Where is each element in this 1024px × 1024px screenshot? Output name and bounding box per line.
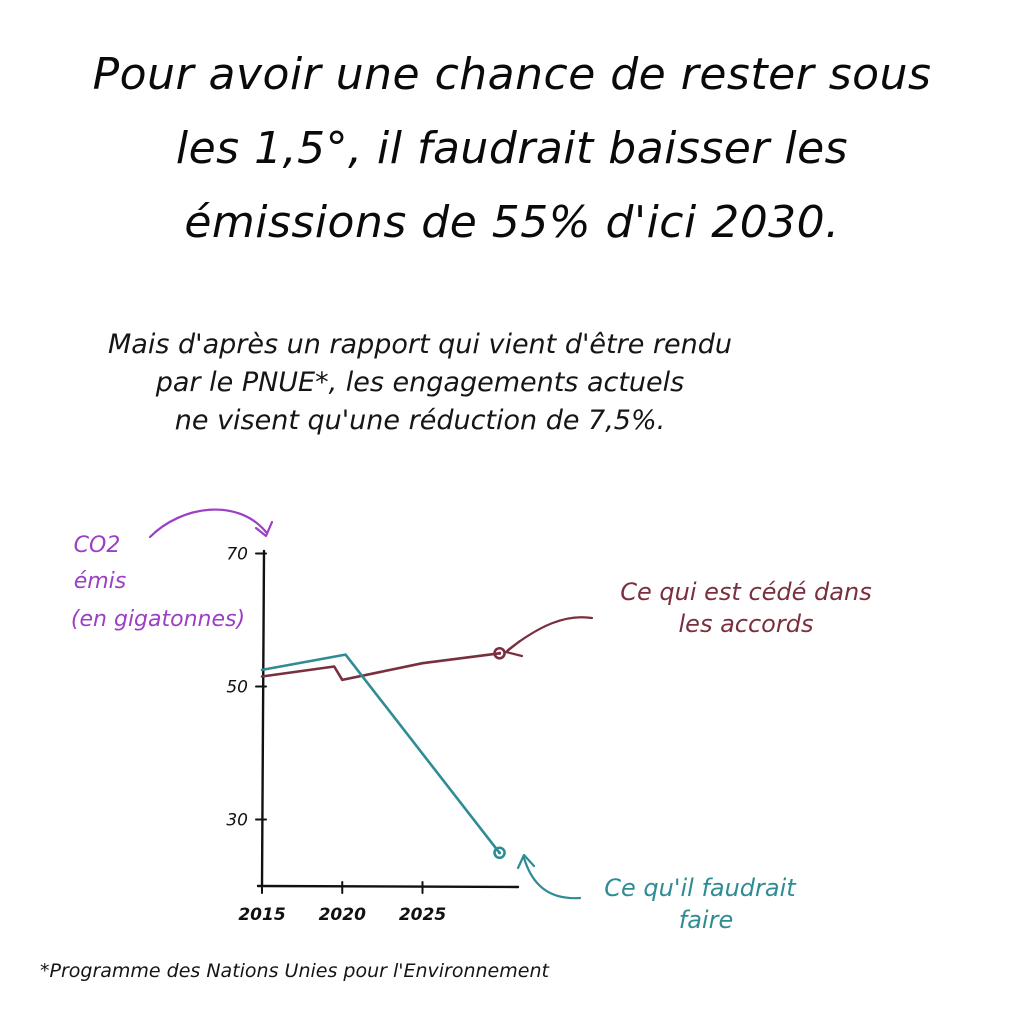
needed-endpoint-center bbox=[497, 851, 502, 855]
intro-line: par le PNUE*, les engagements actuels bbox=[155, 367, 685, 398]
intro-paragraph: Mais d'après un rapport qui vient d'être… bbox=[20, 326, 820, 440]
pledges-label-line: les accords bbox=[679, 610, 814, 638]
headline-line: Pour avoir une chance de rester sous bbox=[92, 49, 932, 100]
pledges-annotation: Ce qui est cédé dans les accords bbox=[620, 578, 871, 638]
x-tick-label: 2025 bbox=[399, 905, 446, 925]
needed-series-line bbox=[260, 653, 501, 855]
needed-label-line: faire bbox=[679, 906, 733, 934]
axis-ticks: 30 50 70 2015 2020 2025 bbox=[226, 545, 446, 926]
intro-line: ne visent qu'une réduction de 7,5%. bbox=[174, 405, 666, 436]
y-axis bbox=[260, 549, 266, 888]
y-tick-label: 70 bbox=[226, 545, 248, 565]
x-tick-label: 2015 bbox=[238, 905, 285, 925]
series-layer bbox=[260, 646, 506, 860]
pledges-arrow bbox=[506, 616, 594, 652]
pledges-series-line bbox=[260, 651, 501, 682]
pledges-endpoint-center bbox=[497, 651, 502, 655]
y-axis-label-arrowhead bbox=[254, 520, 274, 538]
y-axis-label: CO2 émis (en gigatonnes) bbox=[71, 533, 245, 632]
pledges-label-line: Ce qui est cédé dans bbox=[620, 578, 871, 606]
intro-line: Mais d'après un rapport qui vient d'être… bbox=[108, 329, 732, 360]
y-axis-label-arrow bbox=[148, 508, 268, 539]
headline-line: les 1,5°, il faudrait baisser les bbox=[175, 123, 849, 174]
y-tick-label: 50 bbox=[226, 678, 248, 698]
needed-arrowhead bbox=[516, 853, 536, 870]
y-axis-label-line: CO2 bbox=[74, 533, 121, 558]
y-axis-label-line: émis bbox=[74, 569, 127, 594]
x-axis bbox=[256, 884, 520, 889]
needed-annotation: Ce qu'il faudrait faire bbox=[604, 874, 797, 934]
headline-line: émissions de 55% d'ici 2030. bbox=[184, 197, 840, 248]
x-tick-label: 2020 bbox=[319, 905, 366, 925]
y-tick-label: 30 bbox=[226, 811, 248, 831]
headline: Pour avoir une chance de rester sous les… bbox=[20, 38, 1004, 260]
y-axis-label-line: (en gigatonnes) bbox=[71, 607, 245, 632]
needed-arrow bbox=[522, 856, 582, 900]
emissions-chart: CO2 émis (en gigatonnes) 30 50 70 2015 2020 2… bbox=[71, 508, 872, 934]
footnote: *Programme des Nations Unies pour l'Envi… bbox=[40, 960, 549, 982]
pledges-arrowhead bbox=[504, 639, 524, 658]
needed-label-line: Ce qu'il faudrait bbox=[604, 874, 797, 902]
pledges-endpoint-marker bbox=[493, 646, 506, 660]
needed-endpoint-marker bbox=[493, 846, 506, 860]
